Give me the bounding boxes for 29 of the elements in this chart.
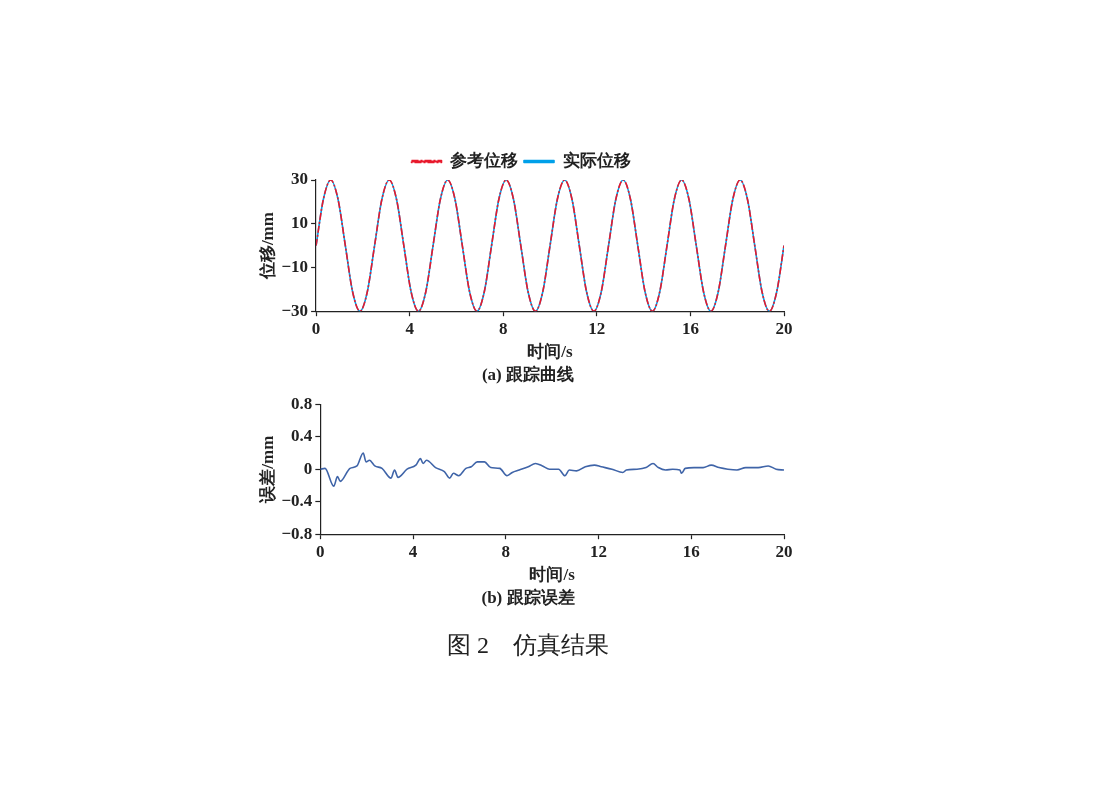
y-tick-label: 0 bbox=[303, 458, 313, 478]
x-tick-label: 4 bbox=[408, 541, 418, 561]
x-tick-label: 16 bbox=[682, 541, 700, 561]
text: (a) 跟踪曲线 bbox=[480, 364, 576, 386]
y-axis-title: 误差/mm bbox=[257, 435, 277, 504]
x-tick-label: 8 bbox=[501, 541, 511, 561]
text: (b) 跟踪误差 bbox=[480, 587, 576, 609]
caption: 图 2 仿真结果 bbox=[446, 631, 610, 660]
x-axis-title: 时间/s bbox=[529, 565, 576, 585]
y-tick-label: 10 bbox=[291, 213, 309, 233]
y-tick-label: −0.8 bbox=[281, 523, 313, 543]
x-tick-label: 12 bbox=[590, 541, 608, 561]
y-tick-label: 0.8 bbox=[291, 393, 313, 413]
x-tick-label: 8 bbox=[499, 318, 508, 338]
y-tick-label: −0.4 bbox=[281, 491, 313, 511]
x-tick-label: 4 bbox=[405, 318, 415, 338]
y-tick-label: 0.4 bbox=[291, 426, 313, 446]
x-tick-label: 12 bbox=[588, 318, 606, 338]
line-series bbox=[320, 452, 784, 488]
legend-label: 参考位移 bbox=[449, 150, 518, 170]
y-tick-label: −30 bbox=[281, 300, 309, 320]
y-tick-label: −10 bbox=[281, 256, 309, 276]
y-tick-label: 30 bbox=[291, 169, 309, 189]
legend-label: 实际位移 bbox=[562, 150, 631, 170]
x-tick-label: 20 bbox=[775, 541, 793, 561]
x-axis-title: 时间/s bbox=[527, 342, 574, 362]
x-tick-label: 16 bbox=[681, 318, 699, 338]
y-axis-title: 位移/mm bbox=[257, 212, 277, 281]
x-tick-label: 20 bbox=[775, 318, 793, 338]
